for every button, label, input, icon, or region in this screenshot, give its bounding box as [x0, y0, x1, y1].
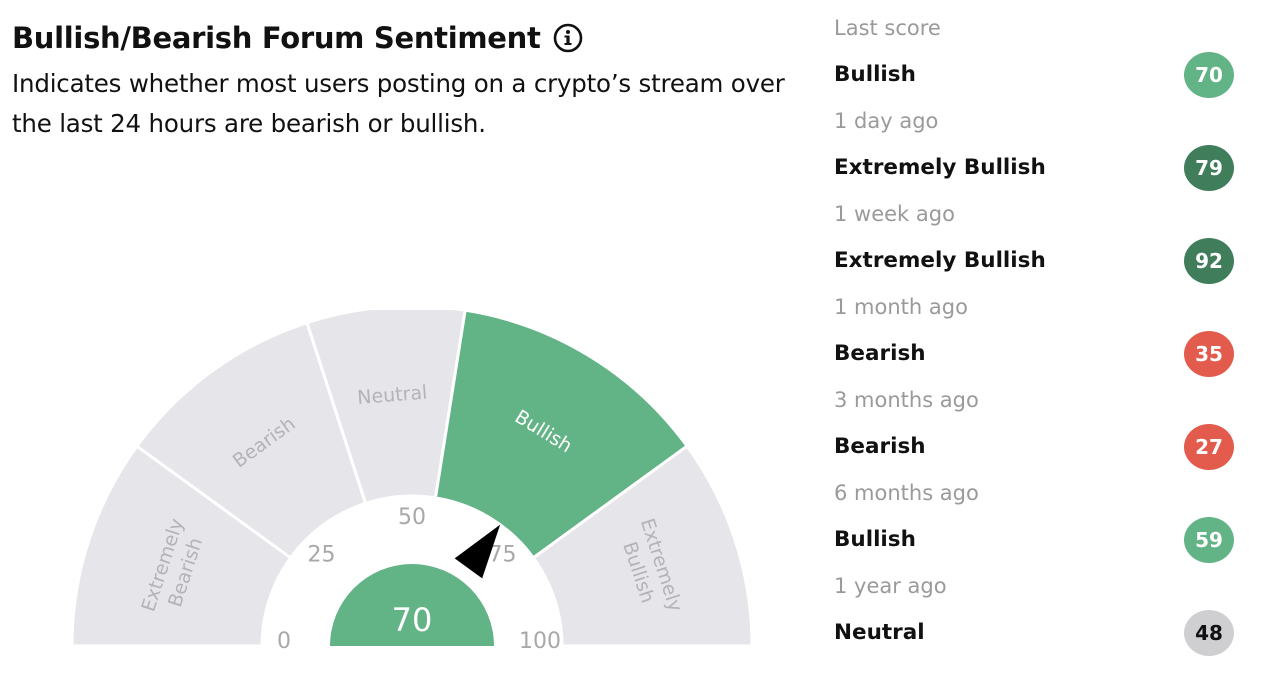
score-badge: 79 [1184, 145, 1234, 191]
gauge-svg: ExtremelyBearishBearishNeutralBullishExt… [70, 310, 754, 654]
title-row: Bullish/Bearish Forum Sentiment [12, 18, 802, 58]
history-period: 1 year ago [834, 574, 947, 598]
history-period: 3 months ago [834, 388, 979, 412]
history-row: 1 week ago Extremely Bullish 92 [834, 198, 1234, 291]
sentiment-gauge: ExtremelyBearish Bearish Neutral Bullish Ext… [60, 310, 770, 655]
score-badge: 48 [1184, 610, 1234, 656]
history-label: Bullish [834, 62, 916, 87]
history-period: 1 day ago [834, 109, 939, 133]
gauge-segment-label: Neutral [356, 382, 428, 409]
score-badge: 92 [1184, 238, 1234, 284]
gauge-tick-label: 75 [489, 542, 517, 567]
score-badge: 70 [1184, 52, 1234, 98]
history-label: Bearish [834, 341, 926, 366]
page-subtitle: Indicates whether most users posting on … [12, 69, 785, 138]
history-label: Bearish [834, 434, 926, 459]
history-period: 6 months ago [834, 481, 979, 505]
gauge-segment-bullish [433, 310, 690, 560]
gauge-tick-label: 50 [398, 505, 426, 530]
gauge-tick-label: 25 [307, 542, 335, 567]
page-title: Bullish/Bearish Forum Sentiment [12, 21, 541, 55]
score-badge: 35 [1184, 331, 1234, 377]
gauge-tick-label: 100 [519, 629, 561, 654]
history-period: 1 week ago [834, 202, 955, 226]
history-label: Neutral [834, 620, 925, 645]
history-period: Last score [834, 16, 941, 40]
history-row: 1 year ago Neutral 48 [834, 570, 1234, 663]
history-row: 1 month ago Bearish 35 [834, 291, 1234, 384]
history-label: Extremely Bullish [834, 155, 1046, 180]
history-label: Extremely Bullish [834, 248, 1046, 273]
score-history-list: Last score Bullish 70 1 day ago Extremely Bu… [834, 12, 1234, 663]
gauge-tick-label: 0 [277, 629, 291, 654]
score-badge: 27 [1184, 424, 1234, 470]
info-icon[interactable] [553, 23, 583, 53]
gauge-value-label: 70 [392, 601, 433, 639]
gauge-value-dial [330, 564, 494, 646]
history-period: 1 month ago [834, 295, 968, 319]
gauge-segment-extremely-bullish [531, 444, 754, 648]
history-row: 3 months ago Bearish 27 [834, 384, 1234, 477]
score-badge: 59 [1184, 517, 1234, 563]
history-label: Bullish [834, 527, 916, 552]
history-row: Last score Bullish 70 [834, 12, 1234, 105]
sentiment-header: Bullish/Bearish Forum Sentiment Indicate… [12, 18, 802, 144]
gauge-pointer-icon [454, 524, 501, 579]
history-row: 1 day ago Extremely Bullish 79 [834, 105, 1234, 198]
history-row: 6 months ago Bullish 59 [834, 477, 1234, 570]
